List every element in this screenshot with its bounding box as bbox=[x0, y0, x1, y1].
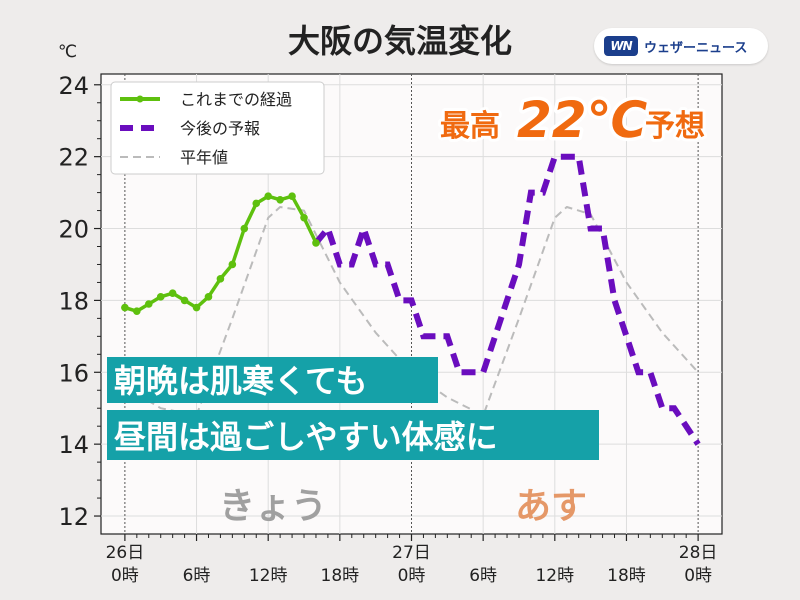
x-tick-label: 28日 bbox=[679, 543, 718, 563]
x-tick-label: 0時 bbox=[398, 566, 426, 586]
y-tick-label: 18 bbox=[58, 287, 89, 315]
legend: これまでの経過 今後の予報 平年値 bbox=[110, 81, 325, 175]
axes: 12 14 16 18 20 22 24 26日 0時 6時 12時 18時 27日 0時 6時 12時 18時… bbox=[58, 72, 717, 586]
observed-point bbox=[216, 275, 225, 283]
observed-point bbox=[252, 199, 261, 208]
observed-point bbox=[121, 303, 129, 312]
brand-name: ウェザーニュース bbox=[644, 40, 748, 56]
series-observed bbox=[121, 192, 320, 315]
observed-point bbox=[264, 192, 272, 200]
x-tick-label: 18時 bbox=[321, 566, 360, 586]
legend-normal-label: 平年値 bbox=[180, 148, 228, 167]
forecast-line bbox=[313, 153, 701, 446]
today-label: きょう bbox=[219, 486, 327, 527]
observed-point bbox=[276, 195, 284, 204]
y-tick-label: 24 bbox=[58, 72, 89, 100]
y-tick-label: 14 bbox=[58, 431, 89, 459]
headline: 朝晩は肌寒くても 昼間は過ごしやすい体感に bbox=[107, 357, 599, 460]
observed-point bbox=[300, 213, 308, 222]
observed-point bbox=[144, 300, 153, 308]
y-tick-label: 22 bbox=[58, 144, 89, 172]
headline-line-1: 朝晩は肌寒くても bbox=[114, 362, 367, 400]
observed-point bbox=[240, 224, 249, 233]
brand-logo-icon: WN bbox=[604, 36, 638, 56]
y-tick-label: 16 bbox=[58, 359, 89, 387]
x-tick-label: 0時 bbox=[684, 566, 712, 586]
observed-point bbox=[204, 293, 213, 301]
unit-label: ℃ bbox=[58, 42, 77, 62]
badge-value: 22℃ bbox=[517, 91, 648, 149]
headline-bg-2 bbox=[107, 410, 599, 460]
x-tick-label: 18時 bbox=[607, 566, 646, 586]
headline-line-2: 昼間は過ごしやすい体感に bbox=[114, 418, 498, 456]
observed-point bbox=[288, 192, 296, 200]
observed-point bbox=[192, 303, 201, 312]
observed-point bbox=[156, 293, 165, 301]
y-tick-label: 12 bbox=[58, 503, 89, 531]
x-tick-label: 27日 bbox=[392, 543, 431, 563]
headline-bg-1 bbox=[107, 357, 438, 403]
forecast-high-badge: 最高 22℃ 予想 bbox=[437, 88, 708, 153]
observed-point bbox=[133, 307, 141, 315]
observed-point bbox=[180, 296, 189, 305]
x-tick-label: 0時 bbox=[111, 566, 139, 586]
legend-observed-marker bbox=[136, 95, 144, 103]
badge-suffix: 予想 bbox=[645, 109, 705, 144]
x-tick-label: 12時 bbox=[535, 566, 574, 586]
x-tick-label: 26日 bbox=[106, 543, 145, 563]
badge-prefix: 最高 bbox=[440, 109, 500, 144]
x-tick-label: 6時 bbox=[469, 566, 497, 586]
legend-box bbox=[110, 81, 325, 175]
observed-point bbox=[312, 239, 320, 247]
legend-observed-label: これまでの経過 bbox=[180, 90, 292, 109]
chart-title: 大阪の気温変化 bbox=[288, 22, 512, 60]
observed-point bbox=[228, 260, 237, 269]
x-tick-label: 6時 bbox=[183, 566, 211, 586]
x-tick-label: 12時 bbox=[249, 566, 288, 586]
series-forecast bbox=[313, 153, 701, 446]
observed-point bbox=[168, 289, 177, 298]
y-tick-label: 20 bbox=[58, 216, 89, 244]
tomorrow-label: あす bbox=[515, 486, 587, 527]
weathernews-logo: WN ウェザーニュース bbox=[594, 28, 768, 64]
legend-forecast-label: 今後の予報 bbox=[180, 119, 260, 138]
